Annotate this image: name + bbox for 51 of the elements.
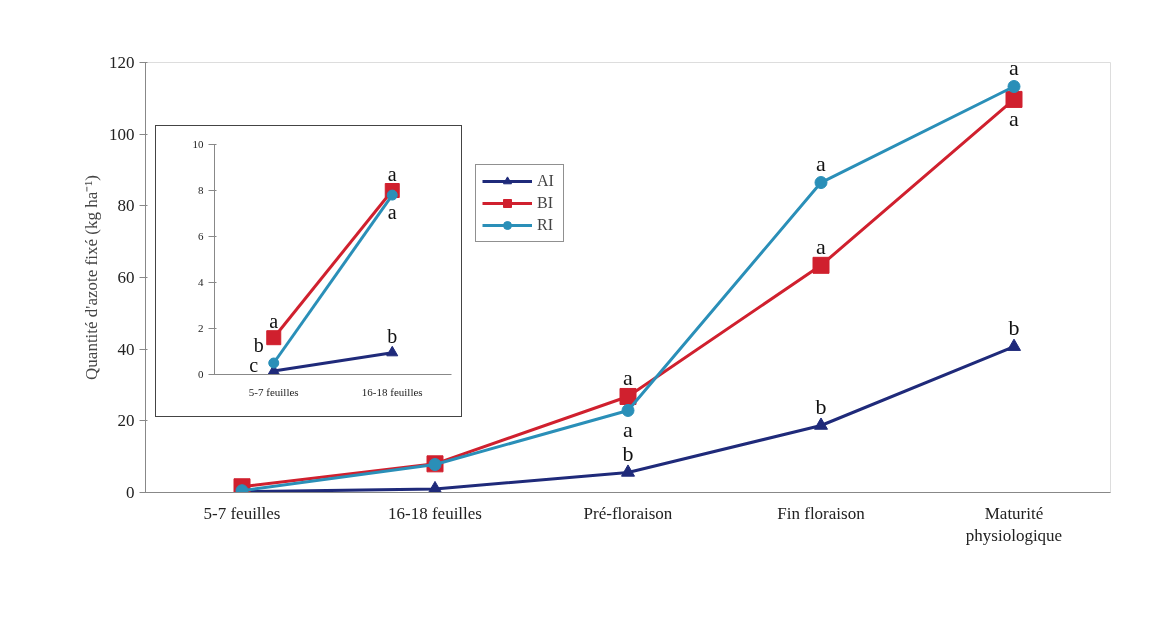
annotation: c <box>249 354 259 377</box>
y-tick-label: 60 <box>117 268 135 287</box>
y-tick-label: 10 <box>192 138 204 150</box>
annotation: a <box>387 162 397 185</box>
annotation: a <box>1009 105 1020 131</box>
y-axis-title: Quantité d'azote fixé (kg ha⁻¹) <box>82 175 101 380</box>
annotation: a <box>269 309 279 332</box>
x-tick-label: 16-18 feuilles <box>388 503 482 523</box>
y-tick-label: 8 <box>198 184 204 196</box>
annotation: a <box>816 151 827 177</box>
x-tick-label: 5-7 feuilles <box>248 385 299 398</box>
point <box>812 256 830 274</box>
y-tick-label: 80 <box>117 196 135 216</box>
point <box>386 189 398 201</box>
point <box>814 417 828 430</box>
y-tick-label: 4 <box>198 276 204 288</box>
y-tick-label: 120 <box>109 53 135 72</box>
x-tick-label: 5-7 feuilles <box>203 503 281 523</box>
point <box>428 480 442 493</box>
y-tick-label: 0 <box>198 368 204 380</box>
legend-label: RI <box>537 216 554 234</box>
point <box>1005 90 1023 108</box>
point <box>621 403 635 417</box>
point <box>621 464 635 477</box>
y-tick-label: 2 <box>198 322 204 334</box>
annotation: a <box>623 416 634 442</box>
annotation: a <box>1009 55 1020 81</box>
y-tick-label: 100 <box>109 124 135 144</box>
point <box>814 176 828 190</box>
x-tick-label: Pré-floraison <box>583 503 673 523</box>
annotation: a <box>387 201 397 224</box>
y-tick-label: 20 <box>117 411 135 431</box>
y-tick-label: 40 <box>117 339 135 359</box>
annotation: b <box>622 441 634 467</box>
point <box>266 330 282 346</box>
x-tick-label: Maturité physiologique <box>965 503 1063 546</box>
point <box>619 387 637 405</box>
x-tick-label: Fin floraison <box>777 503 866 523</box>
legend-label: AI <box>537 172 555 190</box>
annotation: a <box>623 365 634 391</box>
annotation: b <box>1008 315 1020 341</box>
annotation: b <box>815 394 827 420</box>
point <box>1007 338 1021 351</box>
point <box>1007 80 1021 93</box>
x-tick-label: 16-18 feuilles <box>361 385 423 398</box>
legend-label: BI <box>537 194 554 212</box>
annotation: a <box>816 234 827 260</box>
annotation: b <box>253 334 264 356</box>
y-tick-label: 6 <box>198 230 204 242</box>
annotation: b <box>387 324 398 347</box>
y-tick-label: 0 <box>126 483 135 502</box>
